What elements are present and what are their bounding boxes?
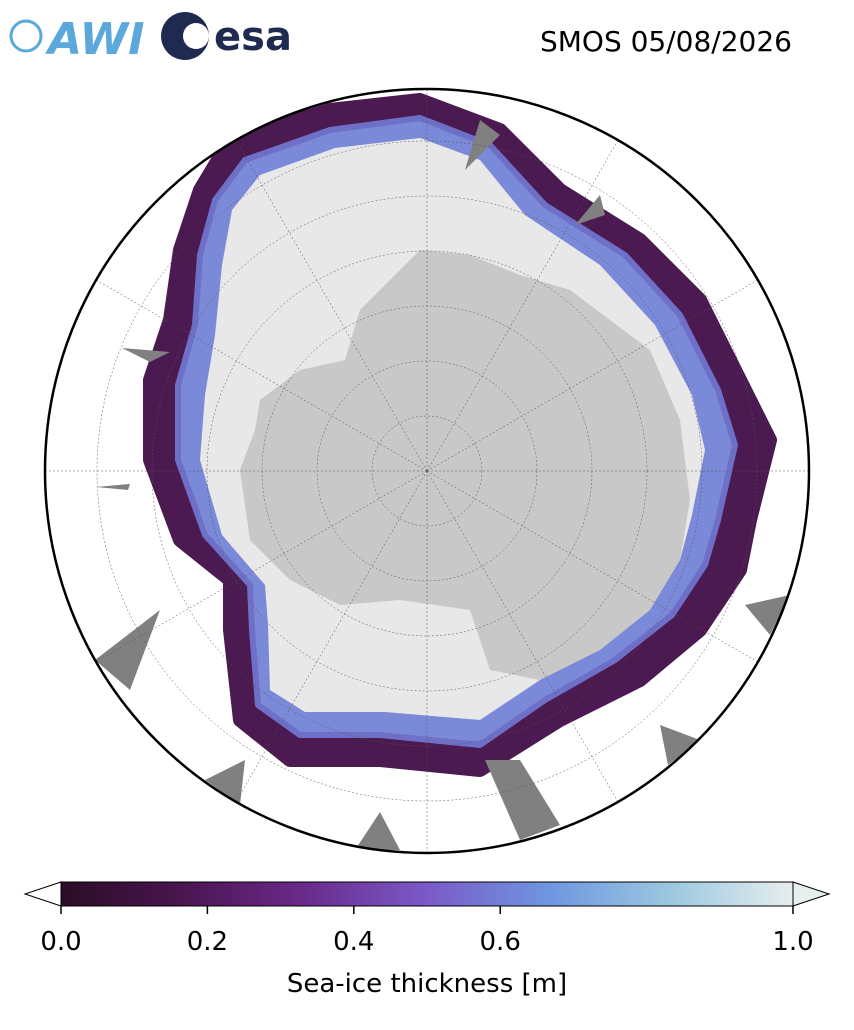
- esa-logo: esa: [161, 12, 292, 60]
- meridian: [80, 270, 428, 472]
- colorbar-label: Sea-ice thickness [m]: [287, 969, 567, 999]
- graticule: [45, 89, 809, 853]
- mask-gaps: [95, 120, 790, 850]
- map: [45, 89, 809, 853]
- colorbar-tick-label: 1.0: [772, 927, 813, 957]
- colorbar-tick-label: 0.2: [187, 927, 228, 957]
- logo-text: esa: [214, 14, 292, 60]
- colorbar-extend-max: [792, 881, 831, 907]
- meridian: [226, 470, 428, 818]
- colorbar: 0.0 0.2 0.4 0.6 1.0 Sea-ice thickness [m]: [23, 881, 831, 999]
- colorbar-gradient: [60, 881, 794, 907]
- colorbar-extend-min: [23, 881, 62, 907]
- colorbar-tick-label: 0.6: [480, 927, 521, 957]
- meridian: [426, 124, 628, 472]
- meridian: [426, 270, 774, 472]
- colorbar-tick-label: 0.0: [40, 927, 81, 957]
- meridian: [80, 470, 428, 672]
- title: SMOS 05/08/2026: [540, 25, 792, 58]
- awi-logo: AWI: [9, 14, 145, 65]
- logo-text: AWI: [45, 14, 145, 65]
- parallel: [151, 195, 703, 747]
- meridian: [426, 470, 774, 672]
- antarctica: [240, 250, 690, 680]
- map-frame: [43, 87, 811, 855]
- colorbar-tick-label: 0.4: [333, 927, 374, 957]
- meridian: [426, 470, 628, 818]
- parallel: [371, 415, 483, 527]
- meridian: [226, 124, 428, 472]
